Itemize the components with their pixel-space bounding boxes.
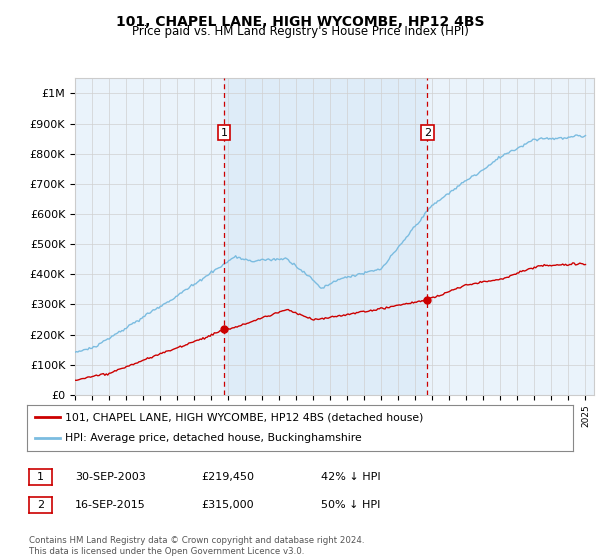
Text: 30-SEP-2003: 30-SEP-2003 (75, 472, 146, 482)
Text: 2: 2 (37, 500, 44, 510)
Text: 42% ↓ HPI: 42% ↓ HPI (321, 472, 380, 482)
Text: £315,000: £315,000 (201, 500, 254, 510)
Text: 101, CHAPEL LANE, HIGH WYCOMBE, HP12 4BS: 101, CHAPEL LANE, HIGH WYCOMBE, HP12 4BS (116, 15, 484, 29)
Text: 16-SEP-2015: 16-SEP-2015 (75, 500, 146, 510)
Text: 101, CHAPEL LANE, HIGH WYCOMBE, HP12 4BS (detached house): 101, CHAPEL LANE, HIGH WYCOMBE, HP12 4BS… (65, 412, 424, 422)
Text: HPI: Average price, detached house, Buckinghamshire: HPI: Average price, detached house, Buck… (65, 433, 362, 444)
Text: Price paid vs. HM Land Registry's House Price Index (HPI): Price paid vs. HM Land Registry's House … (131, 25, 469, 38)
Text: 1: 1 (37, 472, 44, 482)
Text: 2: 2 (424, 128, 431, 138)
Bar (224, 78, 427, 395)
Text: 1: 1 (220, 128, 227, 138)
Text: 50% ↓ HPI: 50% ↓ HPI (321, 500, 380, 510)
Text: Contains HM Land Registry data © Crown copyright and database right 2024.
This d: Contains HM Land Registry data © Crown c… (29, 536, 364, 556)
Text: £219,450: £219,450 (201, 472, 254, 482)
